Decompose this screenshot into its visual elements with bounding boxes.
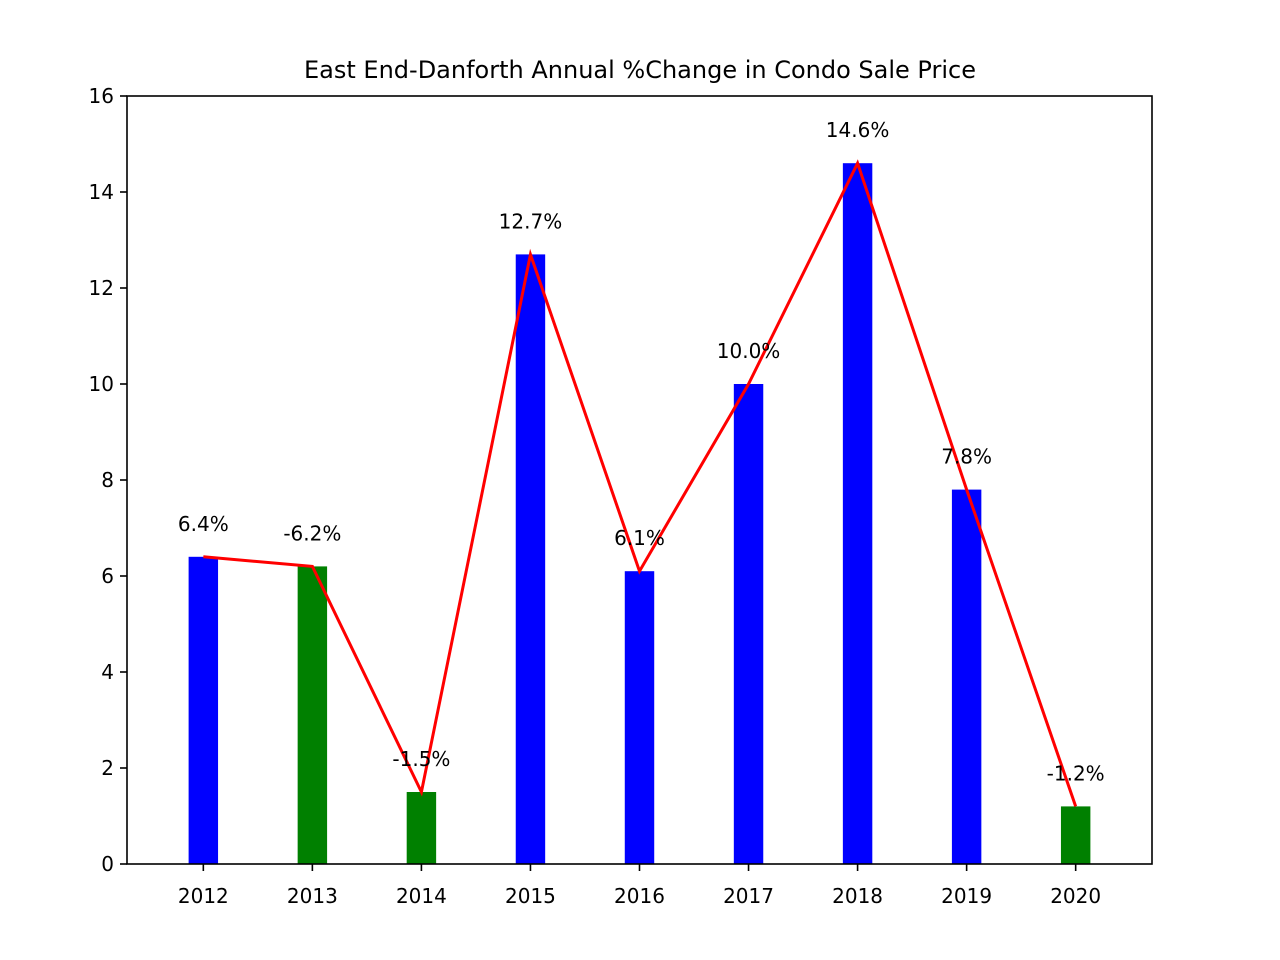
bar-2018 [842,163,873,864]
bar-2012 [188,556,219,864]
y-tick-label-4: 4 [101,660,114,684]
trend-line [203,159,1078,807]
data-label-2013: -6.2% [283,521,341,545]
data-label-2016: 6.1% [614,526,665,550]
chart-title: East End-Danforth Annual %Change in Cond… [304,56,976,84]
line-overlay-group [203,159,1078,807]
bar-2016 [624,571,655,864]
y-tick-label-10: 10 [89,372,114,396]
bar-2019 [951,489,982,864]
y-tick-label-2: 2 [101,756,114,780]
y-tick-label-8: 8 [101,468,114,492]
bar-2017 [733,384,764,864]
bar-2015 [515,254,546,864]
data-labels-group: 6.4% -6.2% -1.5% 12.7% 6.1% 10.0% 14.6% 7.8% -1.… [178,118,1105,785]
y-tick-label-6: 6 [101,564,114,588]
data-label-2020: -1.2% [1047,761,1105,785]
x-tick-label-2017: 2017 [723,884,774,908]
x-tick-label-2015: 2015 [505,884,556,908]
x-tick-label-2013: 2013 [287,884,338,908]
data-label-2017: 10.0% [717,339,781,363]
y-tick-label-14: 14 [89,180,114,204]
data-label-2014: -1.5% [392,747,450,771]
x-tick-label-2020: 2020 [1050,884,1101,908]
x-tick-label-2018: 2018 [832,884,883,908]
x-tick-label-2012: 2012 [178,884,229,908]
data-label-2015: 12.7% [499,209,563,233]
bars-group [188,163,1091,864]
data-label-2012: 6.4% [178,512,229,536]
x-tick-label-2014: 2014 [396,884,447,908]
bar-2013 [297,566,328,864]
y-tick-label-16: 16 [89,84,114,108]
x-tick-label-2016: 2016 [614,884,665,908]
y-tick-label-0: 0 [101,852,114,876]
axes-group: 0 2 4 6 8 10 12 14 16 2012 2013 2014 2015 2016 2017 201… [89,84,1153,908]
x-tick-label-2019: 2019 [941,884,992,908]
data-label-2019: 7.8% [941,445,992,469]
data-label-2018: 14.6% [826,118,890,142]
bar-2014 [406,792,437,864]
y-tick-label-12: 12 [89,276,114,300]
bar-2020 [1060,806,1091,864]
